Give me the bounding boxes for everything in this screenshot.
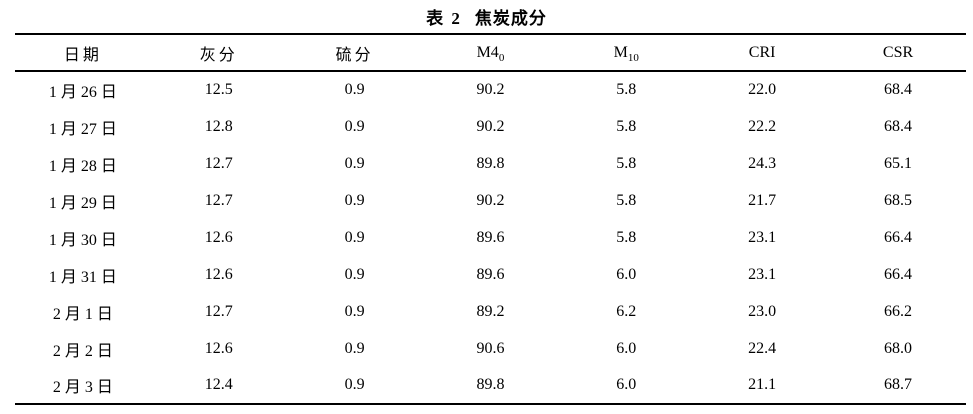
table-caption: 表 2 焦炭成分	[0, 0, 973, 33]
cell-m40: 89.8	[476, 376, 505, 393]
col-header-csr: CSR	[882, 43, 914, 61]
cell-cri: 22.0	[748, 81, 777, 98]
col-header-m40-base: M4	[476, 43, 499, 61]
cell-ash: 12.7	[204, 302, 233, 320]
col-header-ash: 灰分	[199, 46, 238, 64]
cell-cri: 22.4	[748, 339, 777, 357]
cell-m10: 6.0	[616, 265, 637, 283]
cell-cri: 24.3	[748, 154, 777, 172]
cell-cri: 23.0	[748, 302, 777, 320]
cell-date: 1 月 30 日	[48, 231, 117, 249]
table-caption-title: 焦炭成分	[474, 9, 547, 28]
cell-ash: 12.6	[204, 339, 233, 357]
table-row: 2 月 1 日 12.7 0.9 89.2 6.2 23.0 66.2	[15, 293, 966, 330]
table-body: 1 月 26 日 12.5 0.9 90.2 5.8 22.0 68.4 1 月…	[15, 71, 966, 404]
cell-csr: 68.5	[884, 191, 913, 209]
cell-date: 2 月 2 日	[52, 342, 113, 360]
cell-date: 1 月 31 日	[48, 268, 117, 286]
cell-m10: 6.0	[616, 376, 637, 393]
col-header-m40-subscript: 0	[498, 51, 505, 64]
cell-date: 2 月 3 日	[52, 379, 113, 396]
cell-date: 1 月 27 日	[48, 120, 117, 138]
header-row: 日期 灰分 硫分 M40 M10 CRI CSR	[15, 34, 966, 71]
cell-csr: 68.0	[884, 339, 913, 357]
cell-ash: 12.8	[204, 117, 233, 135]
coke-composition-table: 日期 灰分 硫分 M40 M10 CRI CSR 1 月 26 日 12.5 0…	[15, 33, 966, 405]
cell-sulfur: 0.9	[344, 154, 365, 172]
cell-m40: 89.6	[476, 228, 505, 246]
table-header: 日期 灰分 硫分 M40 M10 CRI CSR	[15, 34, 966, 71]
col-header-cri: CRI	[748, 43, 776, 61]
col-header-m10-subscript: 10	[627, 51, 639, 64]
cell-sulfur: 0.9	[344, 228, 365, 246]
table-row: 1 月 29 日 12.7 0.9 90.2 5.8 21.7 68.5	[15, 182, 966, 219]
cell-m10: 5.8	[616, 117, 637, 135]
col-header-m10-base: M	[613, 43, 628, 61]
cell-ash: 12.4	[204, 376, 233, 393]
table-row: 2 月 3 日 12.4 0.9 89.8 6.0 21.1 68.7	[15, 367, 966, 404]
table-row: 1 月 31 日 12.6 0.9 89.6 6.0 23.1 66.4	[15, 256, 966, 293]
table-row: 2 月 2 日 12.6 0.9 90.6 6.0 22.4 68.0	[15, 330, 966, 367]
cell-m10: 5.8	[616, 191, 637, 209]
cell-csr: 68.7	[884, 376, 913, 393]
cell-cri: 21.7	[748, 191, 777, 209]
col-header-date: 日期	[63, 46, 102, 64]
table-row: 1 月 27 日 12.8 0.9 90.2 5.8 22.2 68.4	[15, 108, 966, 145]
cell-m40: 89.6	[476, 265, 505, 283]
cell-sulfur: 0.9	[344, 265, 365, 283]
cell-ash: 12.5	[204, 81, 233, 98]
cell-csr: 66.2	[884, 302, 913, 320]
cell-m10: 6.2	[616, 302, 637, 320]
cell-csr: 65.1	[884, 154, 913, 172]
cell-m10: 5.8	[616, 81, 637, 98]
cell-ash: 12.7	[204, 191, 233, 209]
col-header-sulfur: 硫分	[335, 46, 374, 64]
cell-ash: 12.7	[204, 154, 233, 172]
cell-sulfur: 0.9	[344, 376, 365, 393]
cell-csr: 66.4	[884, 265, 913, 283]
cell-m10: 5.8	[616, 228, 637, 246]
table-row: 1 月 30 日 12.6 0.9 89.6 5.8 23.1 66.4	[15, 219, 966, 256]
cell-ash: 12.6	[204, 228, 233, 246]
cell-date: 1 月 26 日	[48, 84, 117, 101]
cell-m40: 90.2	[476, 191, 505, 209]
cell-cri: 23.1	[748, 228, 777, 246]
cell-m10: 5.8	[616, 154, 637, 172]
cell-date: 1 月 29 日	[48, 194, 117, 212]
col-header-m40: M40	[423, 34, 559, 71]
cell-sulfur: 0.9	[344, 302, 365, 320]
cell-date: 1 月 28 日	[48, 157, 117, 175]
table-caption-number: 表 2	[426, 9, 462, 28]
table-row: 1 月 26 日 12.5 0.9 90.2 5.8 22.0 68.4	[15, 71, 966, 108]
cell-sulfur: 0.9	[344, 191, 365, 209]
cell-ash: 12.6	[204, 265, 233, 283]
cell-csr: 68.4	[884, 117, 913, 135]
cell-csr: 68.4	[884, 81, 913, 98]
col-header-m10: M10	[558, 34, 694, 71]
table-row: 1 月 28 日 12.7 0.9 89.8 5.8 24.3 65.1	[15, 145, 966, 182]
cell-sulfur: 0.9	[344, 117, 365, 135]
cell-csr: 66.4	[884, 228, 913, 246]
cell-m40: 90.2	[476, 81, 505, 98]
cell-cri: 23.1	[748, 265, 777, 283]
cell-m40: 90.6	[476, 339, 505, 357]
cell-cri: 21.1	[748, 376, 777, 393]
cell-date: 2 月 1 日	[52, 305, 113, 323]
cell-sulfur: 0.9	[344, 339, 365, 357]
cell-sulfur: 0.9	[344, 81, 365, 98]
cell-m40: 89.2	[476, 302, 505, 320]
cell-cri: 22.2	[748, 117, 777, 135]
cell-m40: 89.8	[476, 154, 505, 172]
cell-m10: 6.0	[616, 339, 637, 357]
cell-m40: 90.2	[476, 117, 505, 135]
